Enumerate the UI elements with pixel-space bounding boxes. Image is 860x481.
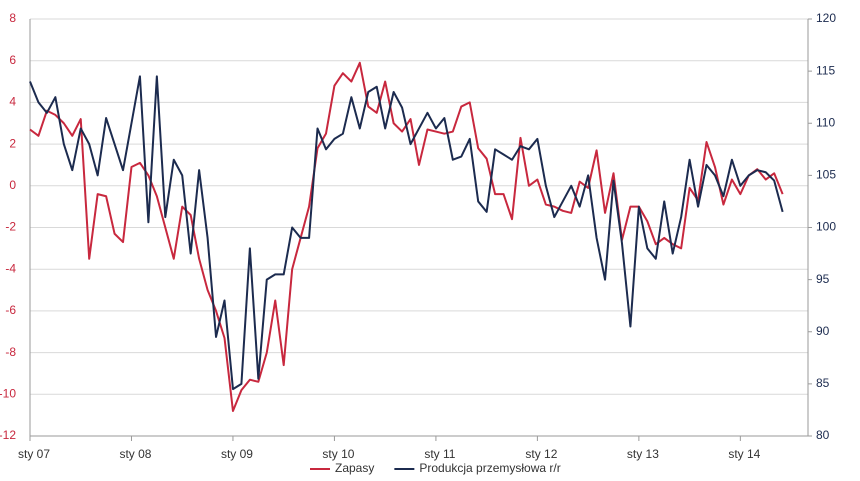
x-tick-label: sty 09 xyxy=(221,447,253,461)
y-tick-label: 2 xyxy=(9,136,16,150)
x-tick-label: sty 10 xyxy=(322,447,354,461)
y2-tick-label: 95 xyxy=(816,272,830,286)
y2-tick-label: 105 xyxy=(816,168,836,182)
legend-label: Produkcja przemysłowa r/r xyxy=(419,461,560,475)
y-tick-label: -8 xyxy=(5,345,16,359)
x-tick-label: sty 12 xyxy=(525,447,557,461)
y2-tick-label: 90 xyxy=(816,324,830,338)
x-tick-label: sty 14 xyxy=(728,447,760,461)
y-tick-label: -12 xyxy=(0,428,16,442)
y2-tick-label: 100 xyxy=(816,220,836,234)
y2-tick-label: 85 xyxy=(816,376,830,390)
y-tick-label: -2 xyxy=(5,220,16,234)
y-tick-label: -6 xyxy=(5,303,16,317)
y2-tick-label: 110 xyxy=(816,115,835,129)
y2-tick-label: 120 xyxy=(816,11,836,25)
x-tick-label: sty 13 xyxy=(627,447,659,461)
x-tick-label: sty 07 xyxy=(18,447,50,461)
y2-tick-label: 80 xyxy=(816,428,830,442)
y2-tick-label: 115 xyxy=(816,63,835,77)
y-tick-label: -4 xyxy=(5,261,16,275)
y-tick-label: 0 xyxy=(9,178,16,192)
legend-label: Zapasy xyxy=(335,461,374,475)
x-tick-label: sty 11 xyxy=(424,447,455,461)
y-tick-label: 6 xyxy=(9,53,16,67)
y-tick-label: 4 xyxy=(9,95,16,109)
y-tick-label: 8 xyxy=(9,11,16,25)
y-tick-label: -10 xyxy=(0,386,16,400)
x-tick-label: sty 08 xyxy=(119,447,151,461)
series-line xyxy=(29,75,784,391)
